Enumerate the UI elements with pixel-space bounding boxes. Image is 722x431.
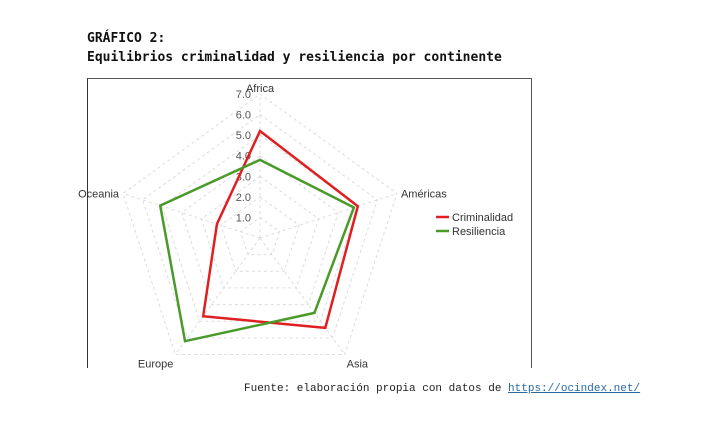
chart-heading: GRÁFICO 2: Equilibrios criminalidad y re… — [87, 29, 502, 67]
grid-ring — [200, 175, 320, 289]
category-label: Asia — [347, 358, 369, 370]
series-lines — [158, 129, 360, 343]
legend-label: Criminalidad — [452, 212, 513, 224]
category-label: Europe — [138, 358, 173, 370]
series-line — [158, 158, 356, 343]
chart-number: GRÁFICO 2: — [87, 31, 166, 46]
category-label: Oceania — [78, 189, 120, 201]
source-note: Fuente: elaboración propia con datos de … — [244, 383, 640, 395]
tick-label: 6.0 — [236, 110, 251, 122]
legend: Criminalidad Resiliencia — [436, 212, 513, 238]
tick-label: 2.0 — [236, 192, 251, 204]
category-label: Américas — [401, 189, 447, 201]
grid-spoke — [259, 237, 346, 355]
grid-spoke — [174, 237, 261, 355]
radar-grid — [122, 93, 398, 355]
grid-ring — [181, 155, 339, 306]
category-labels: Africa Américas Asia Europe Oceania — [78, 83, 447, 370]
tick-label: 5.0 — [236, 130, 251, 142]
category-label: Africa — [246, 83, 275, 95]
grid-spoke — [122, 193, 261, 239]
chart-frame — [87, 78, 532, 368]
radial-tick-labels: 1.02.03.04.05.06.07.0 — [236, 89, 251, 224]
source-link[interactable]: https://ocindex.net/ — [508, 383, 641, 395]
grid-spoke — [259, 193, 398, 239]
tick-label: 1.0 — [236, 212, 251, 224]
source-text: Fuente: elaboración propia con datos de — [244, 383, 509, 395]
tick-label: 7.0 — [236, 89, 251, 101]
grid-ring — [142, 113, 378, 339]
grid-ring — [239, 216, 281, 256]
chart-title: Equilibrios criminalidad y resiliencia p… — [87, 50, 502, 65]
legend-label: Resiliencia — [452, 226, 506, 238]
series-line — [201, 129, 360, 330]
grid-ring — [220, 196, 300, 272]
